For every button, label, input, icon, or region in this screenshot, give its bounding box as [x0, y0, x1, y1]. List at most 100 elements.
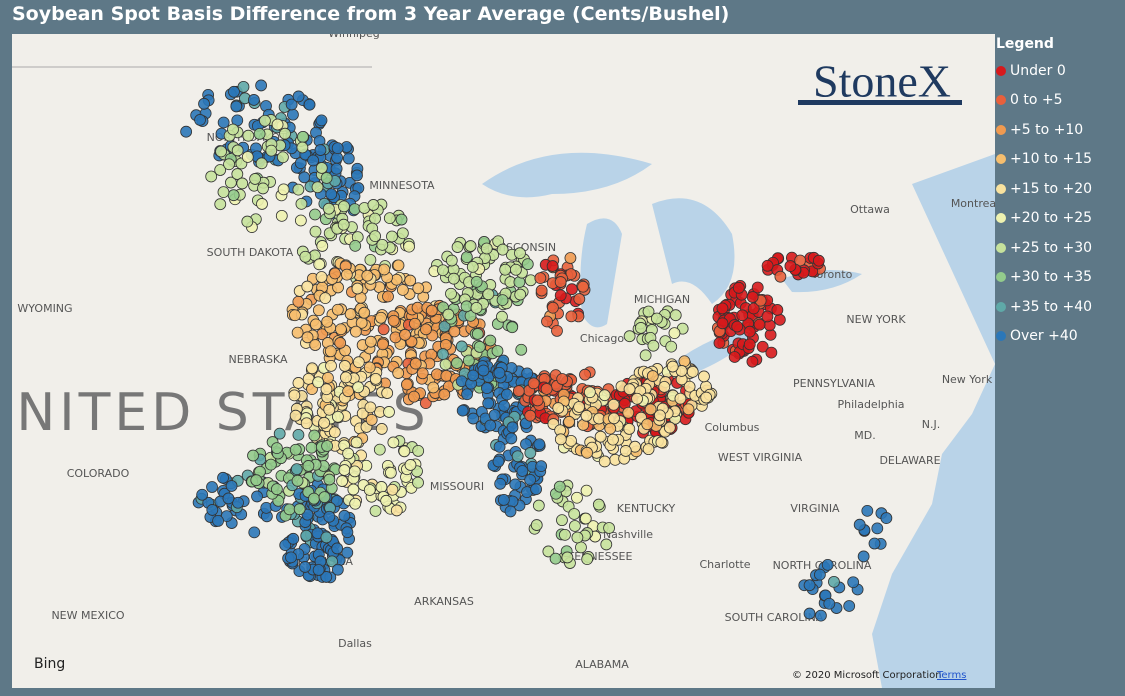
location-dot: [564, 252, 577, 264]
location-dot: [604, 422, 617, 435]
location-dot: [488, 409, 501, 421]
location-dot: [222, 492, 235, 505]
location-dot: [253, 128, 266, 140]
legend-swatch: [996, 301, 1006, 312]
location-dot: [309, 225, 322, 238]
location-dot: [279, 127, 291, 140]
map-label: PENNSYLVANIA: [793, 377, 875, 390]
legend-item[interactable]: +15 to +20: [996, 174, 1092, 204]
location-dot: [316, 240, 329, 252]
location-dot: [751, 281, 764, 294]
location-dot: [309, 208, 321, 221]
location-dot: [259, 114, 271, 127]
location-dot: [223, 158, 235, 171]
map-label: NEBRASKA: [229, 353, 288, 366]
location-dot: [315, 271, 328, 283]
location-dot: [473, 340, 486, 353]
map-label: MINNESOTA: [369, 179, 435, 192]
lake-superior: [482, 152, 652, 198]
location-dot: [666, 360, 679, 373]
location-dot: [321, 440, 333, 452]
location-dot: [581, 446, 593, 459]
location-dot: [857, 550, 870, 563]
legend-item[interactable]: Under 0: [996, 56, 1092, 86]
location-dot: [364, 401, 377, 414]
location-dot: [285, 98, 298, 111]
location-dot: [361, 269, 374, 282]
location-dot: [279, 539, 292, 552]
legend-item[interactable]: +10 to +15: [996, 145, 1092, 175]
location-dot: [271, 442, 283, 455]
location-dot: [655, 436, 668, 449]
legend-item[interactable]: +30 to +35: [996, 263, 1092, 293]
location-dot: [774, 270, 787, 283]
location-dot: [579, 368, 591, 381]
location-dot: [771, 304, 784, 316]
location-dot: [217, 186, 230, 199]
location-dot: [521, 258, 534, 271]
legend-item[interactable]: +35 to +40: [996, 292, 1092, 322]
location-dot: [803, 579, 816, 592]
location-dot: [594, 430, 607, 443]
location-dot: [466, 260, 479, 273]
legend-item[interactable]: Over +40: [996, 322, 1092, 352]
location-dot: [700, 391, 713, 404]
location-dot: [358, 306, 371, 319]
map-label: New York: [942, 373, 993, 386]
terms-link[interactable]: Terms: [936, 670, 966, 681]
location-dot: [352, 356, 365, 369]
location-dot: [398, 445, 411, 458]
location-dot: [330, 162, 343, 175]
location-dot: [309, 339, 322, 351]
location-dot: [756, 340, 769, 353]
map-label: COLORADO: [67, 467, 130, 480]
location-dot: [241, 215, 254, 228]
location-dot: [341, 546, 354, 559]
location-dot: [470, 301, 483, 314]
location-dot: [445, 254, 458, 267]
location-dot: [369, 212, 381, 225]
location-dot: [533, 438, 546, 451]
location-dot: [731, 320, 744, 333]
location-dot: [296, 141, 309, 154]
map-label: MICHIGAN: [634, 293, 690, 306]
legend-item[interactable]: +20 to +25: [996, 204, 1092, 234]
legend-swatch: [996, 154, 1006, 165]
location-dot: [228, 85, 240, 98]
location-dot: [437, 264, 449, 277]
map-label: Philadelphia: [837, 398, 904, 411]
map[interactable]: NORTH DAKOTAMINNESOTASOUTH DAKOTAWISCONS…: [12, 34, 995, 688]
legend-item[interactable]: +5 to +10: [996, 115, 1092, 145]
lake-huron: [652, 198, 735, 304]
location-dot: [356, 407, 369, 420]
legend-item[interactable]: +25 to +30: [996, 233, 1092, 263]
location-dot: [344, 308, 357, 320]
legend-swatch: [996, 65, 1006, 76]
location-dot: [460, 251, 473, 264]
location-dot: [338, 464, 351, 476]
location-dot: [668, 327, 681, 339]
location-dot: [541, 315, 553, 328]
location-dot: [871, 522, 884, 535]
location-dot: [504, 505, 517, 518]
location-dot: [481, 382, 493, 394]
location-dot: [409, 357, 422, 370]
location-dot: [535, 460, 548, 473]
location-dot: [716, 302, 729, 315]
location-dot: [302, 460, 315, 472]
location-dot: [386, 230, 398, 243]
legend-label: +10 to +15: [1010, 151, 1093, 168]
location-dot: [663, 421, 676, 434]
location-dot: [828, 575, 840, 588]
location-dot: [367, 199, 380, 211]
title: Soybean Spot Basis Difference from 3 Yea…: [12, 3, 730, 25]
location-dot: [326, 555, 338, 568]
location-dot: [363, 484, 376, 496]
map-label: MISSOURI: [430, 480, 484, 493]
location-dot: [308, 429, 321, 442]
location-dot: [404, 459, 417, 471]
location-dot: [236, 177, 249, 190]
location-dot: [535, 284, 548, 297]
location-dot: [530, 519, 543, 531]
legend-item[interactable]: 0 to +5: [996, 86, 1092, 116]
